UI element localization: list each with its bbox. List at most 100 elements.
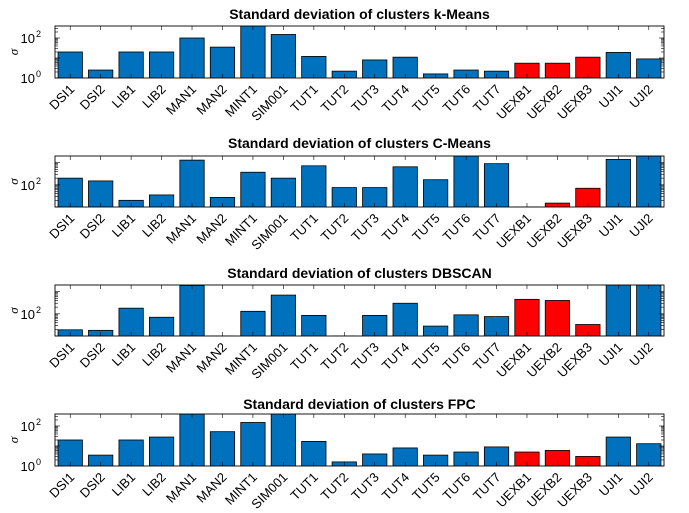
bar-TUT4: [392, 166, 418, 207]
x-tick-label: TUT6: [440, 211, 474, 245]
plot-frame: [54, 413, 665, 467]
y-tick-exponent: 2: [36, 417, 41, 427]
bar-TUT1: [301, 165, 327, 207]
x-tick-label: TUT5: [409, 340, 443, 374]
bar-LIB2: [148, 436, 175, 466]
x-tick-label: DSI2: [77, 82, 108, 113]
x-tick-label: DSI1: [46, 82, 77, 113]
x-tick-label: DSI1: [46, 340, 77, 371]
y-tick-label: 10: [21, 419, 35, 434]
y-tick-exponent: 0: [36, 69, 41, 79]
x-tick-label: TUT5: [409, 211, 443, 245]
bar-UJI2: [636, 58, 662, 78]
x-tick-label: TUT4: [379, 340, 413, 374]
bar-MAN2: [209, 46, 236, 78]
x-tick-label: MAN1: [163, 470, 199, 506]
plot-frame: [54, 284, 665, 337]
bar-LIB1: [118, 439, 144, 466]
bar-MAN1: [179, 37, 205, 78]
bar-DSI1: [57, 439, 83, 466]
x-tick-label: TUT1: [287, 470, 321, 504]
bar-MINT1: [240, 171, 266, 207]
x-tick-label: UEXB3: [554, 470, 595, 511]
bar-UEXB3: [575, 324, 601, 336]
plot-frame: [54, 155, 665, 208]
bar-TUT6: [453, 314, 479, 336]
bar-MAN1: [179, 159, 205, 207]
chart-panel-1: Standard deviation of clusters k-Means 10…: [6, 6, 665, 124]
bar-UJI1: [605, 52, 631, 78]
bar-DSI2: [88, 180, 114, 207]
x-tick-label: TUT3: [348, 470, 382, 504]
bar-UJI2: [636, 443, 662, 466]
x-tick-label: UEXB3: [554, 82, 595, 123]
chart-title: Standard deviation of clusters DBSCAN: [227, 265, 492, 281]
bar-TUT7: [483, 446, 510, 466]
x-tick-label: TUT4: [379, 470, 413, 504]
x-tick-label: UJI1: [596, 211, 626, 241]
x-tick-label: UJI1: [596, 340, 626, 370]
chart-panel-2: Standard deviation of clusters C-Means 10…: [6, 135, 665, 253]
x-tick-label: UJI2: [626, 82, 656, 112]
bar-UEXB3: [575, 456, 601, 466]
x-tick-label: MAN1: [163, 211, 199, 247]
y-tick-exponent: 2: [36, 29, 41, 39]
y-axis-label: σ: [6, 48, 21, 55]
x-tick-label: TUT3: [348, 340, 382, 374]
y-tick-label: 10: [21, 178, 35, 193]
bar-MAN2: [209, 197, 236, 207]
bar-TUT2: [331, 187, 357, 207]
bar-TUT3: [362, 59, 388, 78]
bar-UJI1: [605, 159, 631, 207]
x-tick-label: LIB1: [109, 82, 139, 112]
y-axis-label: σ: [6, 178, 21, 185]
y-axis-label: σ: [6, 307, 21, 314]
x-tick-label: MAN1: [163, 82, 199, 118]
x-tick-label: DSI1: [46, 470, 77, 501]
x-tick-label: TUT2: [318, 340, 352, 374]
bar-MAN1: [179, 285, 205, 336]
x-tick-label: TUT6: [440, 340, 474, 374]
y-tick-label: 10: [21, 307, 35, 322]
bar-LIB1: [118, 307, 144, 336]
bar-TUT1: [301, 56, 327, 78]
x-tick-label: UJI1: [596, 82, 626, 112]
bars: [57, 414, 662, 466]
bars: [57, 156, 662, 207]
bar-TUT4: [392, 447, 418, 466]
bar-LIB1: [118, 51, 144, 78]
bar-SIM001: [270, 34, 296, 78]
chart-title: Standard deviation of clusters FPC: [243, 396, 476, 412]
x-tick-label: TUT1: [287, 82, 321, 116]
bar-UEXB2: [544, 300, 571, 336]
x-tick-label: TUT3: [348, 82, 382, 116]
x-tick-label: TUT2: [318, 470, 352, 504]
bar-TUT4: [392, 56, 418, 78]
bar-UEXB1: [514, 62, 540, 78]
x-tick-label: UEXB3: [554, 340, 595, 381]
bar-UJI1: [605, 285, 631, 336]
y-tick-exponent: 2: [36, 305, 41, 315]
x-tick-label: TUT2: [318, 211, 352, 245]
bar-TUT3: [362, 187, 388, 207]
x-tick-label: TUT5: [409, 470, 443, 504]
x-tick-label: TUT3: [348, 211, 382, 245]
x-tick-label: TUT5: [409, 82, 443, 116]
bar-TUT7: [483, 316, 510, 336]
x-tick-label: TUT1: [287, 340, 321, 374]
bar-SIM001: [270, 414, 296, 466]
bar-UEXB2: [544, 450, 571, 466]
bar-LIB2: [148, 51, 175, 78]
bar-MAN2: [209, 431, 236, 466]
x-tick-label: DSI2: [77, 340, 108, 371]
bar-TUT6: [453, 451, 479, 466]
bar-UEXB3: [575, 56, 601, 78]
y-tick-exponent: 0: [36, 457, 41, 467]
bar-SIM001: [270, 294, 296, 336]
bar-TUT5: [423, 325, 449, 336]
chart-title: Standard deviation of clusters C-Means: [228, 135, 491, 151]
bar-UEXB3: [575, 187, 601, 207]
y-ticks: [55, 414, 664, 467]
y-ticks: [55, 26, 664, 79]
y-tick-label: 10: [21, 71, 35, 86]
